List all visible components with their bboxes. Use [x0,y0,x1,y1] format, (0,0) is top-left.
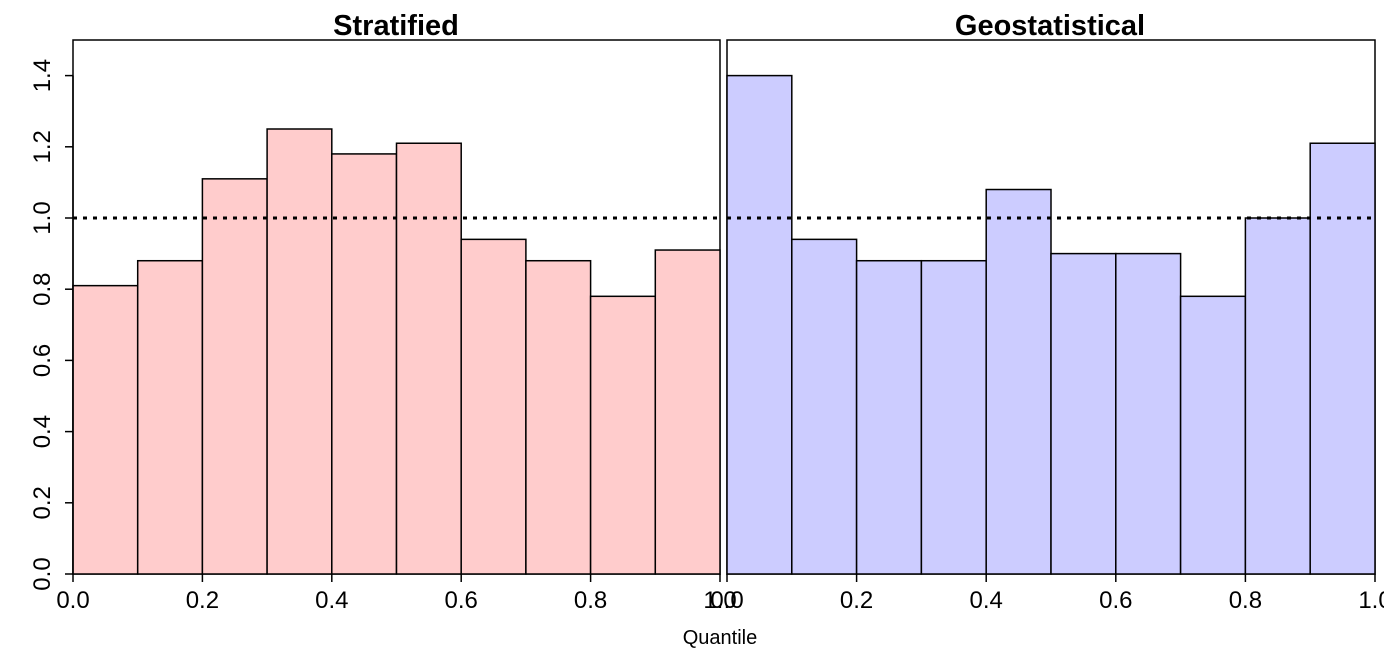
y-tick-label: 0.4 [29,415,56,448]
histogram-bar [985,188,1052,575]
histogram-bar [72,284,139,575]
histogram-bar [266,128,333,575]
histogram-bar [136,259,204,575]
histogram-bar [589,295,657,575]
y-tick-label: 0.8 [29,273,56,306]
histogram-bar [1244,217,1311,575]
x-tick-label: 0.2 [840,587,873,614]
x-tick-label: 0.8 [574,587,607,614]
x-tick-label: 0.8 [1229,587,1262,614]
y-tick-label: 0.2 [29,486,56,519]
panel-stratified [72,39,721,575]
x-tick-label: 0.2 [186,587,219,614]
histogram-bar [791,238,858,575]
y-axis: 0.0 0.2 0.4 0.6 0.8 1.0 1.2 1.4 [29,59,74,591]
histogram-bar [726,74,793,575]
histogram-bar [201,178,268,575]
x-axis-label: Quantile [683,627,758,649]
x-tick-label: 0.4 [315,587,348,614]
x-tick-label: 0.6 [445,587,478,614]
histogram-bar [855,259,923,575]
x-tick-label: 0.0 [710,587,743,614]
x-tick-label: 1.0 [1358,587,1384,614]
y-tick-label: 1.2 [29,130,56,163]
x-axis: 0.00.20.40.60.81.00.00.20.40.60.81.0 [56,574,1384,614]
histogram-bar [460,238,527,575]
histogram-bar [1309,142,1376,575]
histogram-bar [654,249,721,575]
histogram-bar [1050,252,1117,575]
x-tick-label: 1.0 [703,587,736,614]
histogram-bar [525,259,592,575]
y-tick-label: 0.6 [29,344,56,377]
panel-title-stratified: Stratified [333,10,459,42]
histogram-bar [331,153,398,575]
y-tick-label: 1.4 [29,59,56,92]
x-tick-label: 0.4 [970,587,1003,614]
panel-title-geostatistical: Geostatistical [955,10,1145,42]
histogram-bar [395,142,462,575]
histogram-bar [1115,252,1182,575]
y-tick-label: 1.0 [29,201,56,234]
histogram-bar [920,259,987,575]
y-tick-label: 0.0 [29,557,56,590]
x-tick-label: 0.6 [1099,587,1132,614]
x-tick-label: 0.0 [56,587,89,614]
histogram-bar [1179,295,1247,575]
panel-geostatistical [726,39,1376,575]
